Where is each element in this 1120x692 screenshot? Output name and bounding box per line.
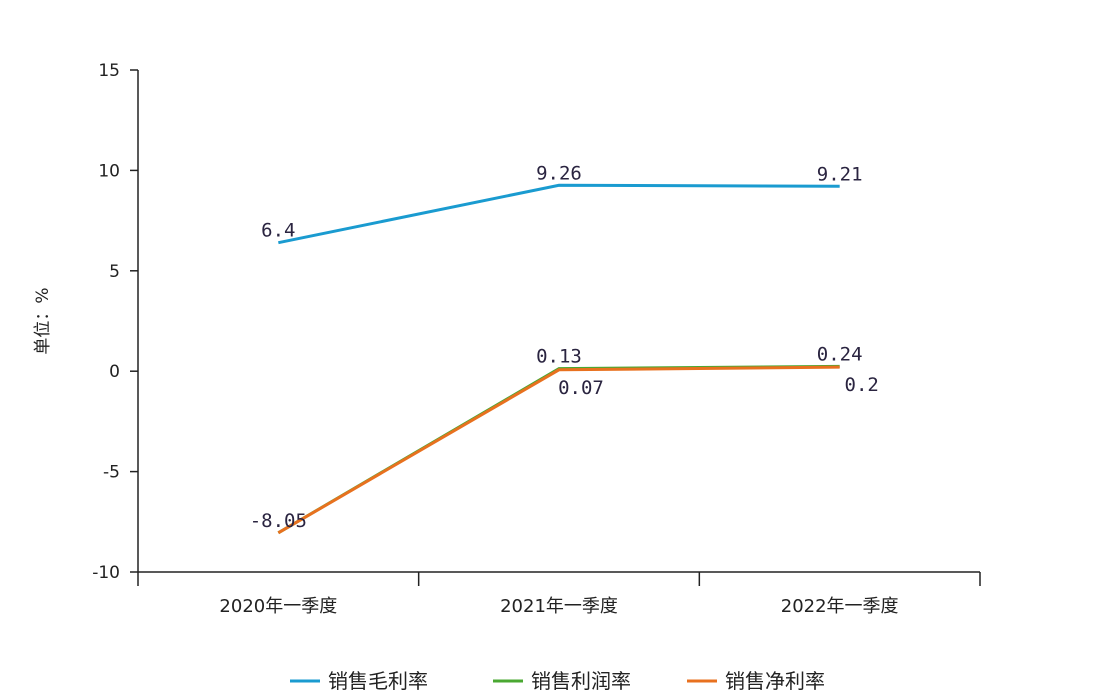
x-tick-label: 2022年一季度 [781, 596, 899, 617]
legend-label: 销售利润率 [531, 669, 631, 692]
legend-label: 销售毛利率 [328, 669, 428, 692]
x-tick-label: 2021年一季度 [500, 596, 618, 617]
y-tick-label: 0 [109, 362, 120, 382]
y-tick-label: -10 [92, 563, 120, 583]
y-tick-label: -5 [103, 463, 120, 483]
data-label: 9.26 [536, 162, 582, 184]
data-label: 0.2 [845, 374, 879, 396]
data-label: 0.13 [536, 346, 582, 368]
y-tick-label: 15 [98, 61, 120, 81]
x-tick-label: 2020年一季度 [219, 596, 337, 617]
series-line-0 [278, 183, 840, 245]
data-label: 9.21 [817, 163, 863, 185]
legend-label: 销售净利率 [725, 669, 825, 692]
data-label: 0.07 [558, 377, 604, 399]
y-tick-label: 5 [109, 262, 120, 282]
data-label: 0.24 [817, 343, 863, 365]
data-label: 6.4 [261, 220, 295, 242]
data-label: -8.05 [250, 510, 307, 532]
y-tick-label: 10 [98, 161, 120, 181]
y-axis-label: 单位：% [33, 287, 53, 354]
